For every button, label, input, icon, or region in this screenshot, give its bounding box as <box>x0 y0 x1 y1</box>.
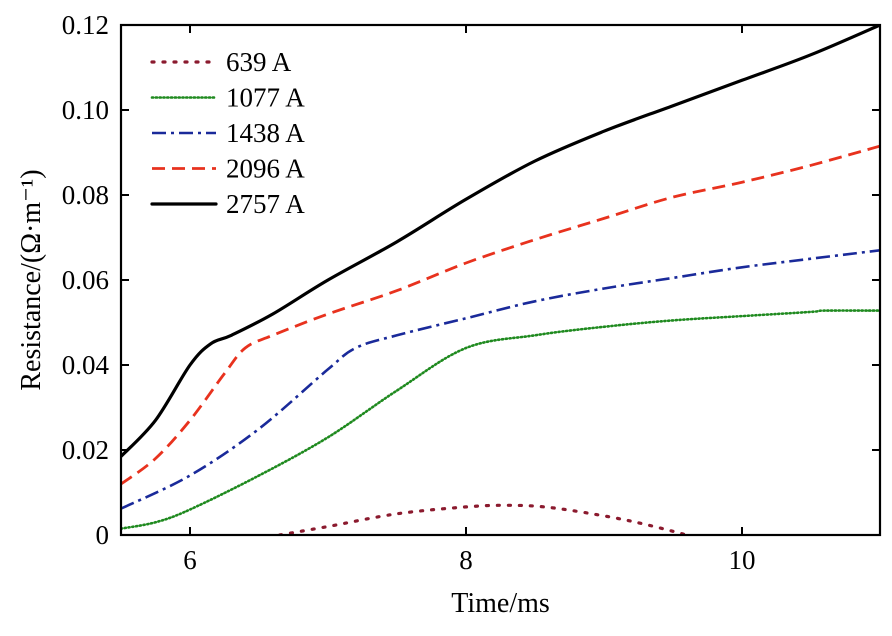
series-line-5 <box>121 25 880 458</box>
x-tick-label: 8 <box>459 545 473 575</box>
y-axis-title: Resistance/(Ω·m⁻¹) <box>16 169 47 390</box>
series-line-2 <box>121 309 880 530</box>
legend-label-2: 1077 A <box>226 83 305 113</box>
ticks-layer: 0 0.02 0.04 0.06 0.08 0.10 0.12 6 8 10 <box>62 10 880 575</box>
y-tick-label: 0.06 <box>62 265 109 295</box>
y-tick-label: 0.02 <box>62 435 109 465</box>
legend-label-5: 2757 A <box>226 189 305 219</box>
y-tick-label: 0.12 <box>62 10 109 40</box>
legend-label-3: 1438 A <box>226 118 305 148</box>
y-tick-label: 0.08 <box>62 180 109 210</box>
legend: 639 A 1077 A 1438 A 2096 A 2757 A <box>150 47 305 219</box>
series-layer <box>121 25 880 535</box>
legend-label-4: 2096 A <box>226 154 305 184</box>
y-tick-label: 0.04 <box>62 350 110 380</box>
series-line-1 <box>278 503 689 535</box>
y-tick-label: 0.10 <box>62 95 109 125</box>
x-tick-label: 10 <box>729 545 756 575</box>
y-tick-label: 0 <box>96 520 110 550</box>
legend-label-1: 639 A <box>226 47 292 77</box>
x-axis-title: Time/ms <box>451 588 550 619</box>
x-tick-label: 6 <box>183 545 197 575</box>
series-line-3 <box>121 249 880 510</box>
series-line-4 <box>121 144 880 486</box>
